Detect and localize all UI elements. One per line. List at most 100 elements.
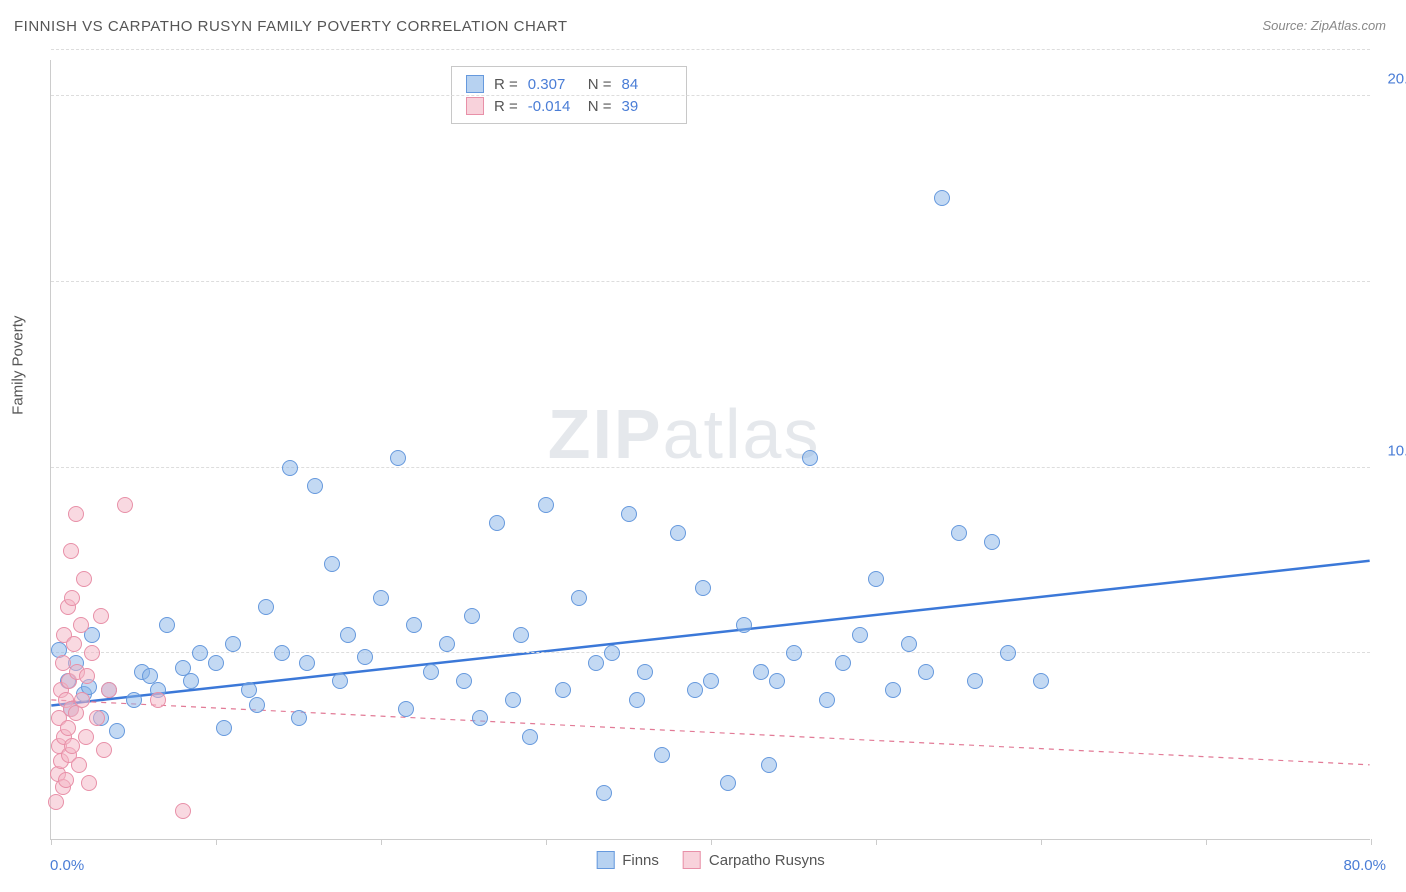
data-point [142,668,158,684]
data-point [64,590,80,606]
data-point [332,673,348,689]
data-point [571,590,587,606]
y-axis-title: Family Poverty [10,316,27,415]
y-tick-label: 20.0% [1375,71,1406,88]
data-point [373,590,389,606]
swatch-blue-icon [466,75,484,93]
x-tick [1041,839,1042,845]
x-tick [546,839,547,845]
x-tick [1206,839,1207,845]
data-point [274,645,290,661]
x-tick [711,839,712,845]
data-point [1000,645,1016,661]
data-point [703,673,719,689]
data-point [109,723,125,739]
x-tick [381,839,382,845]
legend-swatch-blue-icon [596,851,614,869]
regression-line [51,700,1369,765]
data-point [439,636,455,652]
data-point [192,645,208,661]
watermark-bold: ZIP [548,395,663,473]
chart-title: FINNISH VS CARPATHO RUSYN FAMILY POVERTY… [14,18,568,35]
data-point [522,729,538,745]
watermark-light: atlas [663,395,821,473]
data-point [63,543,79,559]
data-point [621,506,637,522]
data-point [183,673,199,689]
data-point [159,617,175,633]
data-point [555,682,571,698]
x-tick [216,839,217,845]
data-point [456,673,472,689]
data-point [241,682,257,698]
data-point [984,534,1000,550]
legend-label-rusyns: Carpatho Rusyns [709,852,825,869]
data-point [802,450,818,466]
bottom-legend: Finns Carpatho Rusyns [596,851,825,869]
data-point [852,627,868,643]
data-point [340,627,356,643]
data-point [819,692,835,708]
data-point [81,775,97,791]
data-point [786,645,802,661]
data-point [73,617,89,633]
data-point [901,636,917,652]
data-point [406,617,422,633]
r-label-2: R = [494,98,518,115]
data-point [357,649,373,665]
data-point [307,478,323,494]
stats-row-finns: R = 0.307 N = 84 [466,73,672,95]
data-point [629,692,645,708]
data-point [1033,673,1049,689]
legend-label-finns: Finns [622,852,659,869]
data-point [588,655,604,671]
data-point [258,599,274,615]
gridline: 10.0% [51,652,1370,653]
data-point [513,627,529,643]
data-point [398,701,414,717]
data-point [670,525,686,541]
gridline: 40.0% [51,95,1370,96]
data-point [101,682,117,698]
data-point [596,785,612,801]
n-label-2: N = [588,98,612,115]
data-point [225,636,241,652]
data-point [934,190,950,206]
data-point [538,497,554,513]
data-point [71,757,87,773]
plot-area: ZIPatlas R = 0.307 N = 84 R = -0.014 N =… [50,60,1370,840]
data-point [79,668,95,684]
data-point [93,608,109,624]
data-point [66,636,82,652]
data-point [282,460,298,476]
data-point [117,497,133,513]
data-point [291,710,307,726]
n-value-rusyns: 39 [622,98,672,115]
y-tick-label: 10.0% [1375,442,1406,459]
data-point [58,772,74,788]
x-tick [876,839,877,845]
data-point [604,645,620,661]
data-point [249,697,265,713]
data-point [68,506,84,522]
data-point [967,673,983,689]
n-label: N = [588,76,612,93]
data-point [951,525,967,541]
data-point [654,747,670,763]
data-point [78,729,94,745]
data-point [208,655,224,671]
r-value-finns: 0.307 [528,76,578,93]
gridline [51,49,1370,50]
legend-item-rusyns: Carpatho Rusyns [683,851,825,869]
data-point [885,682,901,698]
data-point [126,692,142,708]
x-tick [51,839,52,845]
data-point [55,655,71,671]
source-attribution: Source: ZipAtlas.com [1262,18,1386,33]
data-point [390,450,406,466]
data-point [216,720,232,736]
swatch-pink-icon [466,97,484,115]
data-point [489,515,505,531]
data-point [299,655,315,671]
data-point [84,645,100,661]
